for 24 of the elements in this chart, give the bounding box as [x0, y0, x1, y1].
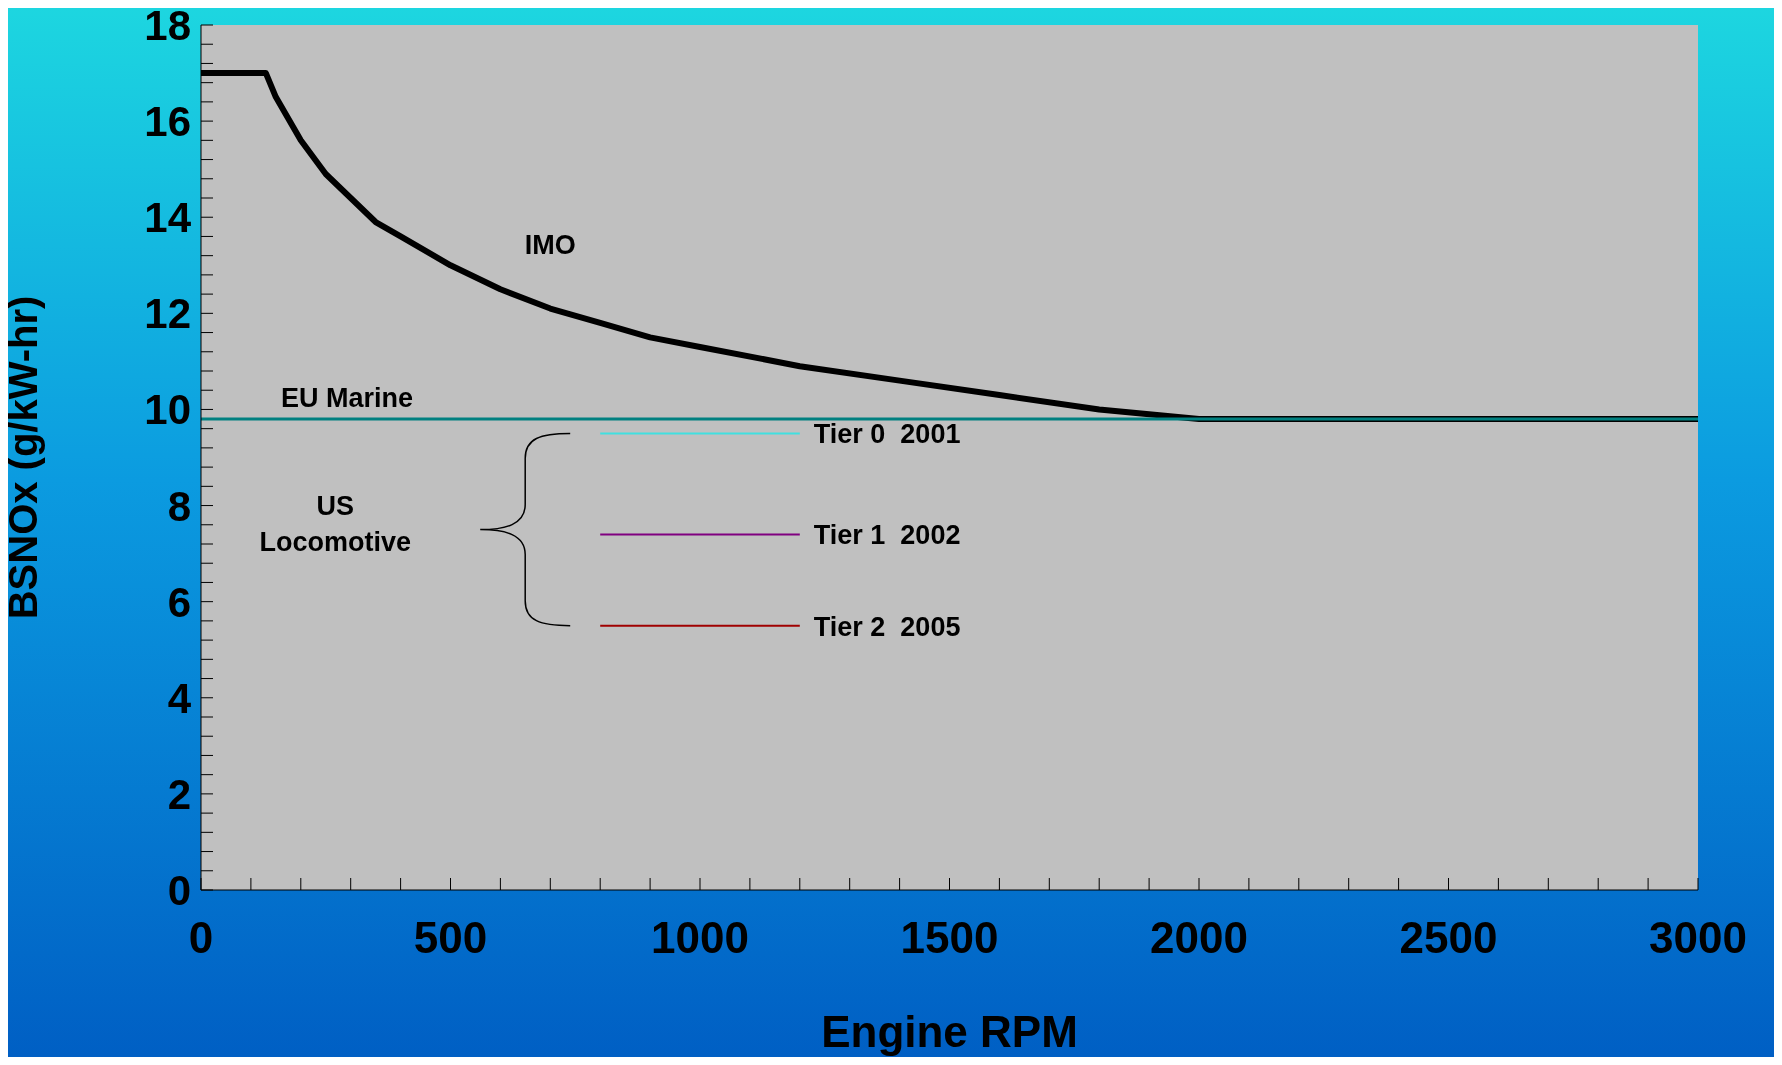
y-tick-label: 10 — [144, 386, 191, 434]
x-tick-label: 2500 — [1399, 913, 1498, 962]
series-label: EU Marine — [281, 383, 414, 414]
x-tick-label: 3000 — [1649, 913, 1747, 962]
x-tick-label: 1500 — [900, 913, 999, 962]
series-label: Tier 1 2002 — [813, 520, 961, 551]
series-label: Tier 0 2001 — [813, 419, 961, 450]
x-tick-label: 500 — [413, 913, 488, 962]
x-tick-label: 1000 — [651, 913, 749, 962]
x-axis-title: Engine RPM — [821, 1007, 1078, 1056]
y-tick-label: 8 — [167, 482, 191, 530]
y-tick-label: 14 — [144, 194, 192, 242]
y-axis-title: BSNOx (g/kW-hr) — [1, 295, 46, 620]
annotation: US Locomotive — [259, 490, 411, 557]
series-label: Tier 2 2005 — [813, 611, 961, 642]
y-tick-label: 12 — [144, 290, 191, 338]
y-tick-label: 2 — [167, 770, 191, 818]
series-label: IMO — [524, 229, 576, 260]
y-tick-label: 18 — [144, 2, 191, 49]
y-tick-label: 4 — [167, 674, 192, 722]
y-tick-label: 0 — [167, 867, 191, 914]
x-tick-label: 2000 — [1150, 913, 1248, 962]
y-tick-label: 16 — [144, 98, 191, 146]
y-tick-label: 6 — [167, 578, 191, 626]
